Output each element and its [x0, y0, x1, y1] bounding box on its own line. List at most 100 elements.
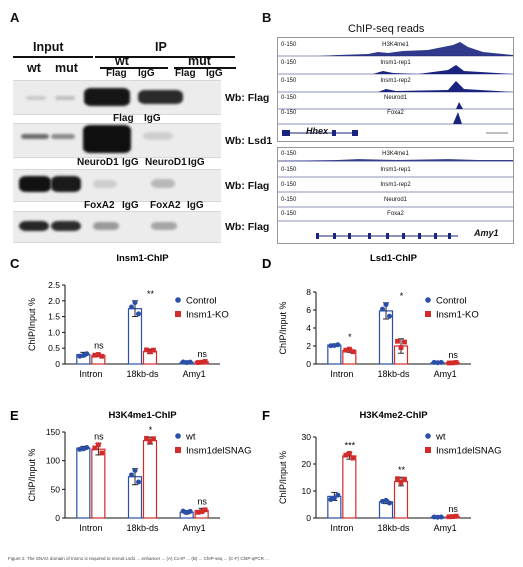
chart-e-point [187, 508, 193, 514]
lane-igg-mut: IgG [206, 68, 223, 79]
chart-c-xtick-label: Intron [79, 369, 102, 379]
chart-d-ytick-label: 8 [306, 287, 311, 297]
chart-c-ytick-label: 1.0 [48, 327, 60, 337]
chart-e-panel-label: E [10, 408, 19, 423]
chart-f-legend-marker [425, 433, 431, 439]
chart-d-point [383, 302, 389, 308]
chart-c-title: Insm1-ChIP [116, 253, 169, 264]
chart-f-ytick-label: 0 [306, 513, 311, 523]
chart-d-point [398, 345, 404, 350]
chart-d-panel-label: D [262, 256, 271, 271]
hhex-signal-svg [278, 42, 513, 136]
scale-t3: 0-150 [281, 78, 297, 84]
chipseq-title: ChIP-seq reads [348, 23, 425, 35]
chart-c-point [199, 359, 205, 365]
scale-a4: 0-150 [281, 197, 297, 203]
chart-d-sig: * [400, 291, 404, 301]
blot-lsd1 [13, 123, 221, 158]
panel-label-a: A [10, 10, 20, 25]
chart-e-point [136, 479, 141, 485]
chart-d-xtick-label: Amy1 [434, 369, 457, 379]
chart-f-point [450, 514, 456, 520]
chart-f-panel-label: F [262, 408, 270, 423]
chart-e-xtick-label: 18kb-ds [126, 523, 159, 533]
chart-f-point [453, 513, 459, 519]
chart-f-sig: ** [398, 465, 406, 475]
chart-c-point [92, 352, 98, 358]
chart-d-ylabel: ChIP/Input % [278, 301, 288, 354]
chart-f-xtick-label: 18kb-ds [377, 523, 410, 533]
chart-d-legend-marker [425, 311, 431, 317]
chart-d-point [350, 349, 356, 355]
chart-c-sig: ns [197, 349, 207, 359]
chart-e-bar [91, 448, 106, 519]
genome-browser-hhex: 0-150 H3K4me1 0-150 Insm1-rep1 0-150 Ins… [277, 37, 514, 142]
wb-label-1: Wb: Flag [225, 92, 270, 104]
chart-c-ytick-label: 2.0 [48, 296, 60, 306]
chart-f-point [402, 476, 407, 482]
track-name-5: Foxa2 [387, 110, 404, 116]
gene-label-amy1: Amy1 [474, 228, 499, 238]
chart-c-point [129, 304, 134, 310]
chart-e-point [129, 472, 134, 478]
scale-a5: 0-150 [281, 211, 297, 217]
chart-d-xtick-label: 18kb-ds [377, 369, 410, 379]
chart-c-sig: ** [147, 289, 155, 299]
chart-d-legend-marker [425, 297, 431, 303]
chart-f-bar [393, 480, 409, 519]
chart-d-legend-label: Insm1-KO [436, 310, 479, 321]
chart-e-bar [142, 440, 158, 519]
ip-mut-label: mut [188, 54, 211, 68]
chart-c-point [151, 347, 156, 353]
chart-e-ytick-label: 50 [51, 484, 61, 494]
chart-f-sig: *** [345, 441, 356, 451]
chart-f-point [383, 497, 389, 503]
chart-e-point [202, 507, 208, 513]
chart-f-point [331, 495, 337, 501]
chart-c-legend-marker [175, 311, 181, 317]
chart-e-sig: * [149, 425, 153, 435]
track-a-name-2: Insm1-rep1 [380, 167, 411, 173]
chart-e-legend-label: wt [185, 432, 196, 443]
chart-d-point [402, 339, 407, 345]
chart-f-ytick-label: 10 [302, 486, 312, 496]
chart-f-point [395, 476, 400, 482]
lane-foxa2-wt: FoxA2 [84, 200, 115, 211]
chart-f-point [346, 451, 352, 456]
figure-caption: Figure 2. The SNAG domain of Insm1 is re… [8, 556, 269, 561]
chart-d-point [446, 360, 452, 366]
input-header: Input [33, 40, 64, 54]
chart-e-xtick-label: Intron [79, 523, 102, 533]
chart-d-point [438, 359, 444, 365]
chart-c-point [202, 359, 208, 364]
ip-wt-underline [100, 67, 168, 69]
lane-neurod1-wt: NeuroD1 [77, 157, 119, 168]
track-name-2: Insm1-rep1 [380, 60, 411, 66]
chart-f-ytick-label: 20 [302, 459, 312, 469]
chart-d-point [343, 347, 349, 353]
lane-igg-f2: IgG [187, 200, 204, 211]
chart-d-point [450, 360, 456, 366]
chart-e-bar [76, 447, 91, 519]
chart-d-point [335, 342, 341, 348]
chart-f-point [398, 480, 404, 485]
chart-c-sig: ns [94, 340, 104, 350]
chart-c-point [144, 347, 149, 353]
scale-a3: 0-150 [281, 182, 297, 188]
track-a-name-5: Foxa2 [387, 211, 404, 217]
track-a-name-1: H3K4me1 [382, 151, 409, 157]
chart-d-legend-label: Control [436, 296, 467, 307]
chart-d-xtick-label: Intron [330, 369, 353, 379]
chart-e-point [92, 445, 98, 451]
ip-underline [95, 56, 235, 58]
chart-c-point [147, 349, 153, 355]
chart-d-point [395, 338, 400, 344]
chart-f-point [350, 455, 356, 461]
chart-f-legend-label: Insm1delSNAG [436, 446, 501, 457]
chart-e-point [144, 435, 149, 441]
chart-d-point [387, 313, 392, 319]
chart-c-panel-label: C [10, 256, 20, 271]
chart-e-ylabel: ChIP/Input % [27, 448, 37, 501]
wb-label-4: Wb: Flag [225, 221, 270, 233]
